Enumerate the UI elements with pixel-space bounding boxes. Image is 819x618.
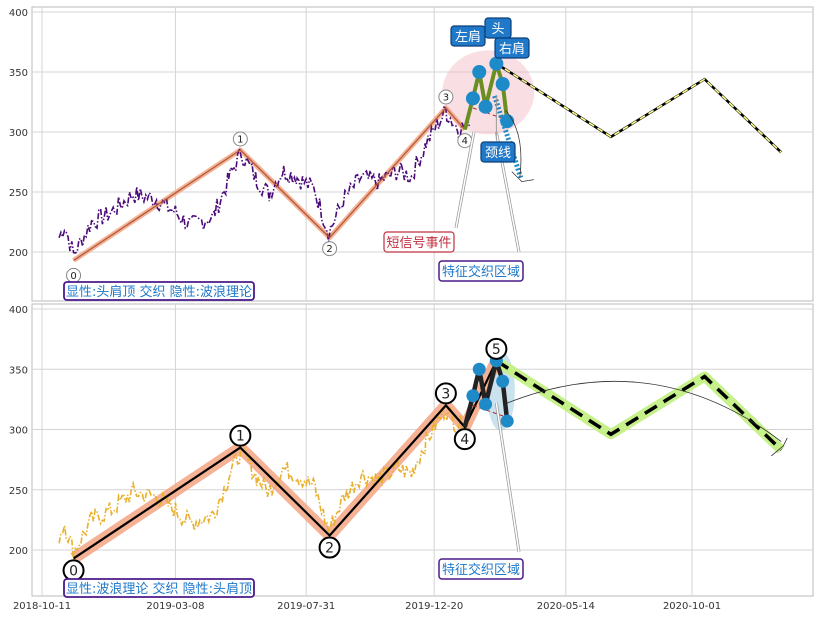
y-tick-label: 250: [9, 486, 28, 497]
label-feature-zone-text: 特征交织区域: [442, 264, 520, 280]
wave-label-circle: [453, 428, 476, 451]
pattern-dot: [495, 77, 510, 91]
wave-line: [73, 107, 466, 261]
wave-label-circle: [438, 89, 454, 105]
plot-frame: [31, 303, 814, 597]
wave-label-text: 0: [70, 271, 76, 282]
pattern-dot: [489, 56, 504, 71]
pattern-dot: [472, 362, 486, 376]
label-right-shoulder-box: [494, 37, 530, 59]
wave-label-circle: [485, 337, 508, 360]
label-right-shoulder: 右肩: [494, 37, 530, 59]
y-tick-label: 200: [9, 546, 28, 557]
wave-label-circle: [232, 131, 248, 147]
pattern-dot: [478, 99, 493, 114]
x-tick-label: 2019-12-20: [405, 601, 463, 612]
legend-box-text: 显性:头肩顶 交织 隐性:波浪理论: [66, 284, 252, 300]
pattern-dot: [472, 65, 487, 79]
label-feature-zone: 特征交织区域: [438, 558, 524, 580]
y-tick-label: 300: [9, 128, 28, 139]
wave-label-text: 1: [237, 135, 243, 146]
wave-label-text: 2: [326, 244, 332, 255]
wave-label-text: 1: [236, 429, 245, 445]
wave-label-text: 3: [441, 386, 450, 402]
y-tick-label: 250: [9, 188, 28, 199]
wave-label-text: 5: [492, 342, 501, 358]
label-head-text: 头: [491, 22, 504, 37]
wave-label-text: 0: [69, 563, 78, 579]
neckline-curve-head: [511, 171, 534, 183]
wave-label-text: 2: [325, 541, 334, 557]
wave-label-circle: [229, 424, 252, 447]
neckline-dashed: [472, 404, 508, 418]
feature-zone-leader-inner: [495, 402, 520, 553]
wave-label-circle: [434, 382, 457, 405]
short-signal-leader-inner: [455, 131, 475, 229]
wave-label-circle: [318, 536, 341, 559]
pattern-dot: [500, 414, 514, 428]
y-tick-label: 350: [9, 68, 28, 79]
legend-box: 显性:波浪理论 交织 隐性:头肩顶: [63, 578, 255, 598]
price-line: [58, 407, 470, 562]
x-tick-label: 2020-10-01: [663, 601, 721, 612]
forecast-line: [495, 62, 782, 153]
x-tick-label: 2019-07-31: [277, 601, 335, 612]
plot-area: [58, 350, 785, 564]
x-tick-label: 2020-05-14: [537, 601, 595, 612]
label-neckline-text: 颈线: [485, 146, 511, 161]
y-tick-label: 350: [9, 365, 28, 376]
x-tick-label: 2018-10-11: [13, 601, 71, 612]
label-head: 头: [484, 17, 512, 39]
label-short-signal-text: 短信号事件: [386, 236, 451, 251]
label-left-shoulder-text: 左肩: [455, 29, 481, 45]
forecast-line: [495, 359, 783, 452]
legend-box-box: [63, 578, 255, 598]
wave-label-circle: [322, 241, 338, 257]
label-feature-zone: 特征交织区域: [438, 260, 524, 282]
label-left-shoulder: 左肩: [450, 25, 486, 47]
pattern-dot: [466, 389, 480, 403]
label-short-signal-box: [383, 231, 455, 253]
legend-box-text: 显性:波浪理论 交织 隐性:头肩顶: [66, 581, 252, 597]
forecast-arc: [507, 380, 782, 442]
x-tick-label: 2019-03-08: [146, 601, 204, 612]
wave-line: [72, 360, 498, 560]
wave-label-text: 3: [443, 93, 449, 104]
plot-frame: [31, 6, 814, 302]
label-neckline: 颈线: [480, 141, 516, 163]
wave-label-text: 4: [460, 432, 469, 448]
label-feature-zone-box: [438, 558, 524, 580]
y-tick-label: 400: [9, 305, 28, 316]
label-feature-zone-text: 特征交织区域: [442, 562, 520, 578]
pattern-dot: [496, 374, 510, 388]
pattern-dot: [465, 91, 480, 106]
y-tick-label: 200: [9, 248, 28, 259]
wave-label-text: 4: [462, 136, 468, 147]
legend-box: 显性:头肩顶 交织 隐性:波浪理论: [63, 281, 255, 301]
panel-top: 200 250 300 350 400 0 1 2 3 4 左肩头右肩颈线短信号事件特征交织区域显性…: [9, 6, 814, 302]
label-short-signal: 短信号事件: [383, 231, 455, 253]
label-feature-zone-box: [438, 260, 524, 282]
y-tick-label: 300: [9, 426, 28, 437]
y-tick-label: 400: [9, 8, 28, 19]
legend-box-box: [63, 281, 255, 301]
forecast-arc-head: [770, 437, 788, 457]
label-right-shoulder-text: 右肩: [499, 41, 525, 57]
label-neckline-box: [480, 141, 516, 163]
pattern-dot: [479, 397, 493, 411]
neckline-curve: [505, 110, 522, 178]
price-line: [58, 103, 471, 254]
plot-area: [58, 50, 783, 263]
